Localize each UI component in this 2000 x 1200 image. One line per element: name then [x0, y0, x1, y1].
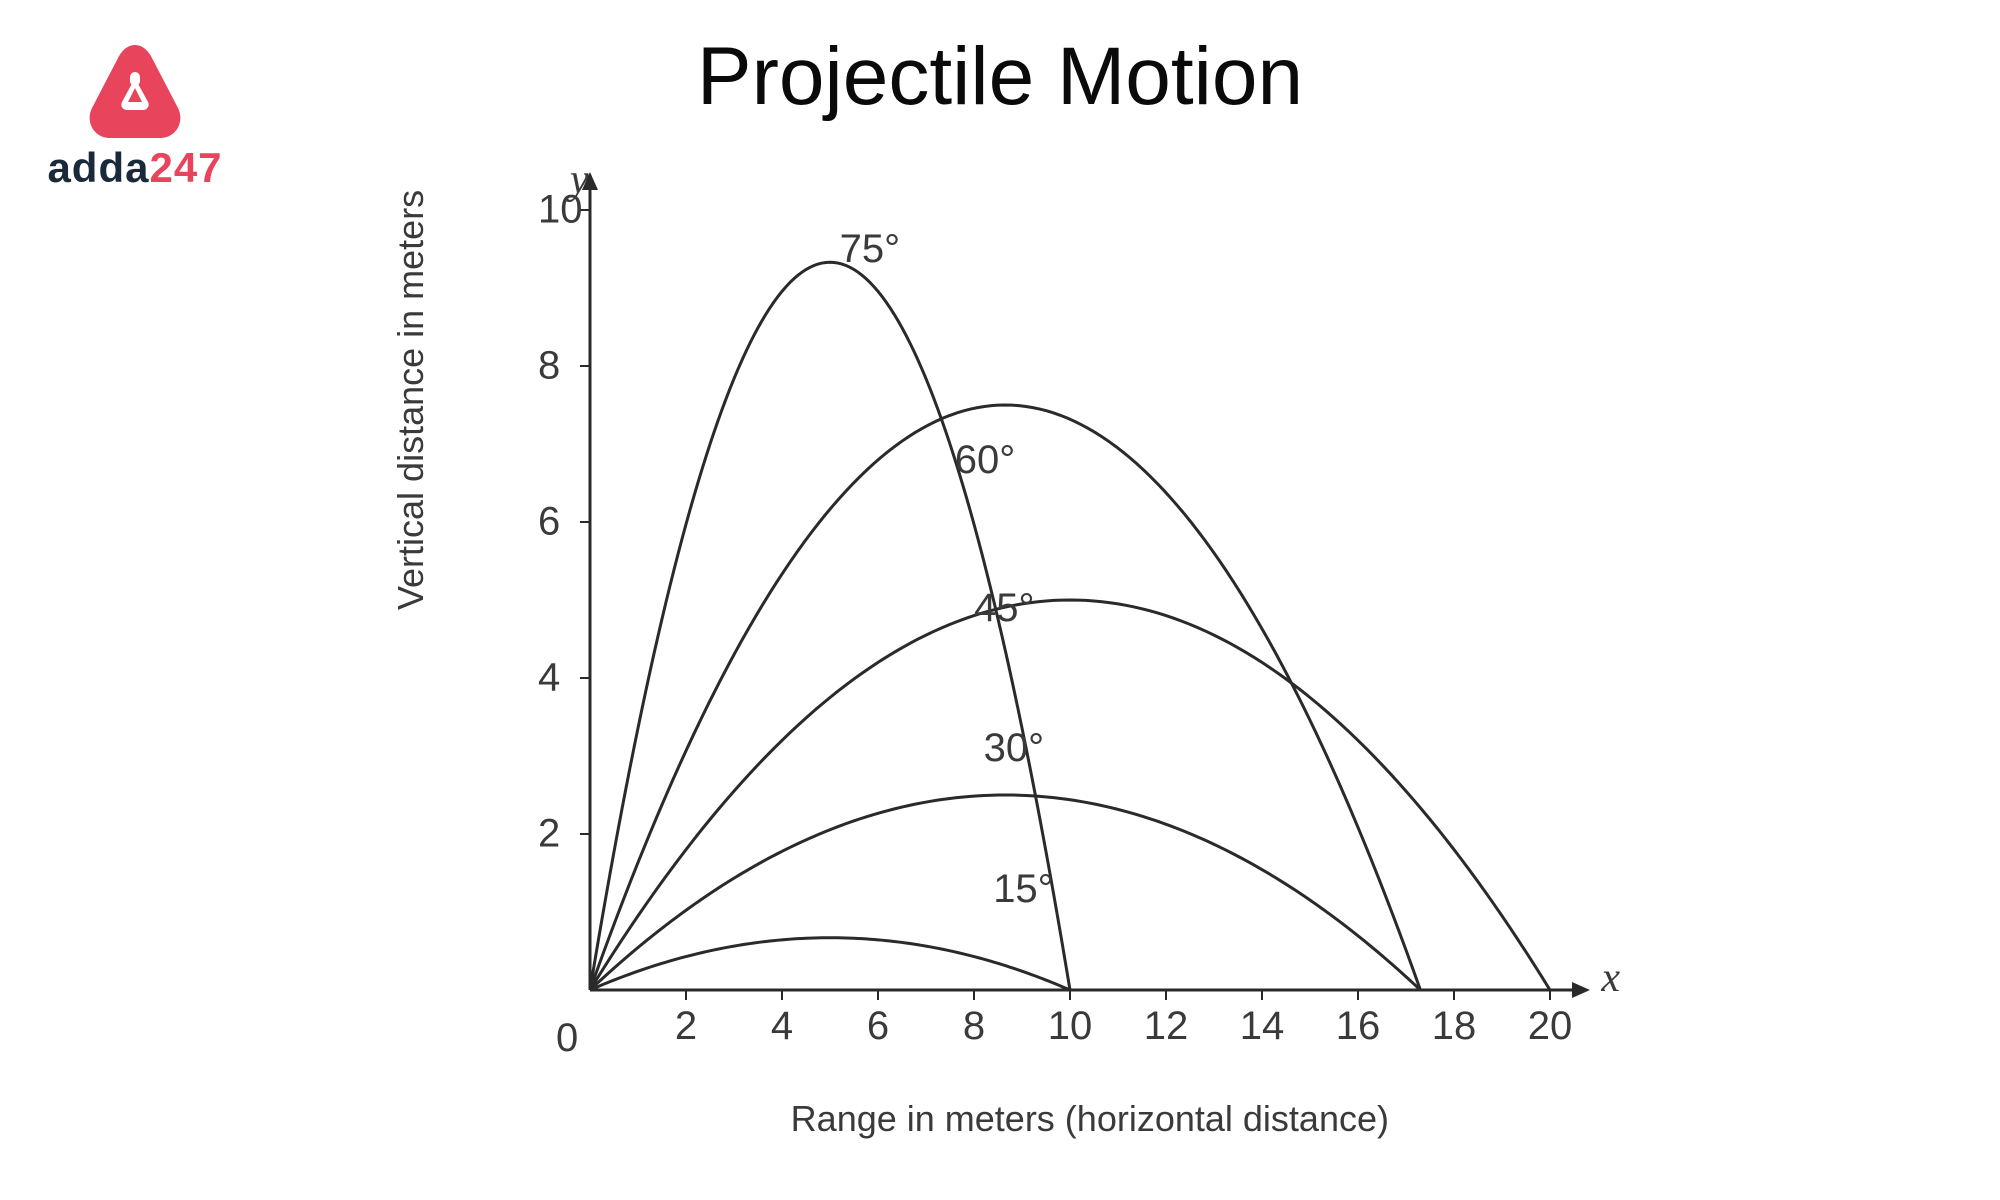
logo-text: adda 247	[30, 144, 240, 192]
x-tick-label: 8	[963, 1004, 985, 1049]
y-tick-label: 4	[538, 656, 560, 701]
x-tick-label: 14	[1240, 1004, 1285, 1049]
y-tick-label: 8	[538, 344, 560, 389]
plot-area: y x 0246810 2468101214161820 15°30°45°60…	[530, 170, 1590, 1050]
brand-logo: adda 247	[30, 40, 240, 192]
plot-svg	[530, 170, 1590, 1050]
x-tick-label: 16	[1336, 1004, 1381, 1049]
y-tick-label: 6	[538, 500, 560, 545]
curve-angle-label: 30°	[984, 726, 1045, 771]
x-tick-label: 10	[1048, 1004, 1093, 1049]
logo-text-a: adda	[47, 144, 149, 192]
y-tick-label: 0	[556, 1016, 578, 1061]
x-tick-label: 2	[675, 1004, 697, 1049]
logo-mark-icon	[80, 40, 190, 140]
x-tick-label: 12	[1144, 1004, 1189, 1049]
curve-angle-label: 75°	[840, 227, 901, 272]
curve-angle-label: 60°	[955, 438, 1016, 483]
projectile-chart: Vertical distance in meters Range in met…	[440, 170, 1620, 1130]
x-tick-label: 18	[1432, 1004, 1477, 1049]
page-title: Projectile Motion	[697, 30, 1303, 124]
y-tick-label: 2	[538, 812, 560, 857]
curve-angle-label: 45°	[974, 586, 1035, 631]
x-tick-label: 6	[867, 1004, 889, 1049]
logo-text-b: 247	[149, 144, 222, 192]
x-tick-label: 20	[1528, 1004, 1573, 1049]
x-tick-label: 4	[771, 1004, 793, 1049]
y-tick-label: 10	[538, 188, 583, 233]
curve-angle-label: 15°	[993, 867, 1054, 912]
x-axis-label: Range in meters (horizontal distance)	[791, 1098, 1389, 1140]
x-axis-symbol: x	[1601, 954, 1620, 1002]
y-axis-label: Vertical distance in meters	[390, 190, 432, 610]
